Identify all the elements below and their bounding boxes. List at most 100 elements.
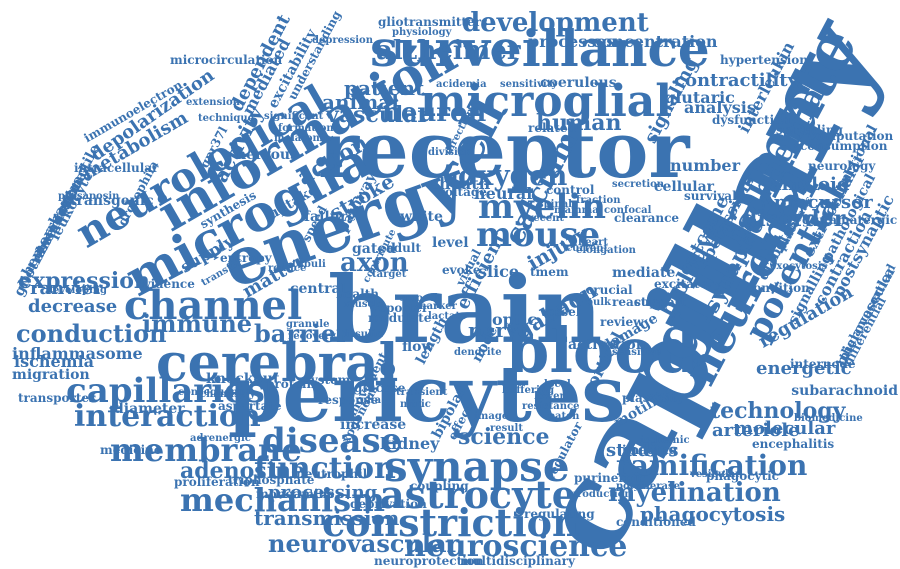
word-deprivation: deprivation [350, 497, 427, 511]
word-membrane: membrane [110, 431, 302, 469]
word-vascular: vascular [326, 102, 430, 128]
word-analysis: analysis [684, 98, 756, 117]
word-concentration: concentration [592, 32, 718, 51]
word-myelin: myelin [478, 187, 606, 227]
word-glutamatergic: glutamatergic [802, 213, 898, 227]
word-flow: flow [402, 339, 434, 355]
word-consequence: consequence [178, 387, 251, 398]
word-formation: formation [278, 123, 334, 134]
word-technique: technique [198, 113, 255, 124]
word-neuroscience: neuroscience [404, 529, 628, 564]
word-nervous: nervous [236, 147, 298, 163]
word-processing: processing [268, 482, 378, 503]
word-local: local [544, 379, 571, 390]
word-dysfunction: dysfunction [712, 113, 791, 127]
word-triphosphate: triphosphate [228, 473, 315, 487]
word-neuron: neuron [382, 98, 487, 128]
word-target: target [372, 269, 407, 280]
word-related: related [528, 121, 576, 135]
word-lower: lower [534, 391, 565, 402]
word-conduction: conduction [16, 319, 167, 348]
word-spinal: spinal [538, 199, 572, 210]
word-physiology: physiology [392, 27, 452, 38]
word-entropy: entropy [220, 251, 272, 265]
word-conditioned: conditioned [616, 515, 696, 529]
word-transmission: transmission [254, 506, 400, 530]
word-vesicular: vesicular [690, 469, 741, 480]
word-tubuli: tubuli [292, 259, 326, 270]
word-channel: channel [124, 282, 303, 329]
word-system: system [304, 373, 351, 387]
word-proliferation: proliferation [174, 475, 260, 489]
word-hypertension: hypertension [720, 53, 808, 67]
word-brain: brain [328, 256, 603, 364]
word-ranvier: ranvier [30, 278, 103, 299]
word-failure: failure [304, 209, 357, 225]
word-ischemic: ischemic [640, 435, 690, 446]
word-current: current [566, 243, 609, 254]
word-elongation: elongation [576, 245, 636, 256]
word-phagocytic: phagocytic [706, 469, 779, 483]
word-imaging: imaging [622, 443, 678, 457]
word-alzheimer: alzheimer [376, 36, 521, 66]
word-clearance: clearance [614, 211, 680, 225]
word-muscle: muscle [344, 299, 384, 310]
word-level: level [432, 235, 469, 251]
word-reactive: reactive [612, 295, 666, 309]
word-production: production [570, 489, 632, 500]
word-ischemia: ischemia [14, 352, 95, 371]
word-regulating: regulating [524, 507, 595, 521]
word-health: health [336, 287, 379, 301]
word-glucose: glucose [354, 381, 406, 395]
word-adenosine: adenosine [180, 458, 306, 484]
word-internode: internode [790, 357, 856, 371]
word-evoke: evoke [442, 263, 481, 277]
word-human: human [536, 110, 622, 136]
word-constriction: constriction [322, 500, 580, 545]
word-transient: transient [396, 387, 448, 398]
word-glia: glia [360, 395, 382, 406]
word-reduce: reduce [268, 263, 307, 274]
word-neurovascular: neurovascular [268, 529, 460, 558]
word-adult: adult [386, 241, 421, 255]
word-support: support [634, 295, 687, 309]
word-interaction: interaction [74, 399, 261, 434]
word-smooth: smooth [400, 293, 442, 304]
word-blood: blood [506, 314, 699, 387]
word-monoamine: monoamine [256, 487, 335, 501]
word-fraction: fraction [576, 195, 621, 206]
word-disease: disease [262, 421, 403, 461]
word-mechanism: mechanism [180, 481, 385, 519]
word-transporter: transporter [18, 391, 96, 405]
word-science: science [458, 424, 550, 450]
word-inflammasome: inflammasome [12, 344, 143, 363]
word-neutrophil: neutrophil [296, 467, 368, 481]
word-crucial: crucial [586, 283, 633, 297]
word-polymerase: polymerase [616, 481, 680, 492]
word-voltage: voltage [438, 185, 487, 199]
word-central: central [290, 281, 346, 297]
word-chemistry: chemistry [200, 389, 256, 400]
word-capillaries: capillaries [66, 371, 265, 411]
word-resistance: resistance [522, 401, 580, 412]
word-coupling: coupling [410, 479, 469, 493]
word-adrenergic: adrenergic [190, 433, 251, 444]
word-tmem: tmem [530, 265, 569, 279]
word-division: division [428, 147, 472, 158]
word-mammal: mammal [554, 205, 603, 216]
word-cellular: cellular [654, 179, 715, 195]
word-nitric: nitric [400, 399, 431, 410]
word-ramification: ramification [616, 449, 808, 482]
word-subarachnoid: subarachnoid [791, 383, 898, 399]
word-immune: immune [142, 309, 253, 338]
word-confocal: confocal [604, 205, 652, 216]
word-recent: recent [528, 213, 564, 224]
word-review: review [600, 315, 644, 329]
word-phagocytosis: phagocytosis [640, 502, 786, 526]
word-acidemia: acidemia [436, 79, 487, 90]
word-survival: survival [684, 189, 737, 203]
word-energetic: energetic [756, 358, 852, 379]
word-aspartate: aspartate [218, 399, 282, 413]
word-patient: patient [344, 76, 425, 100]
word-expression: expression [18, 268, 150, 294]
